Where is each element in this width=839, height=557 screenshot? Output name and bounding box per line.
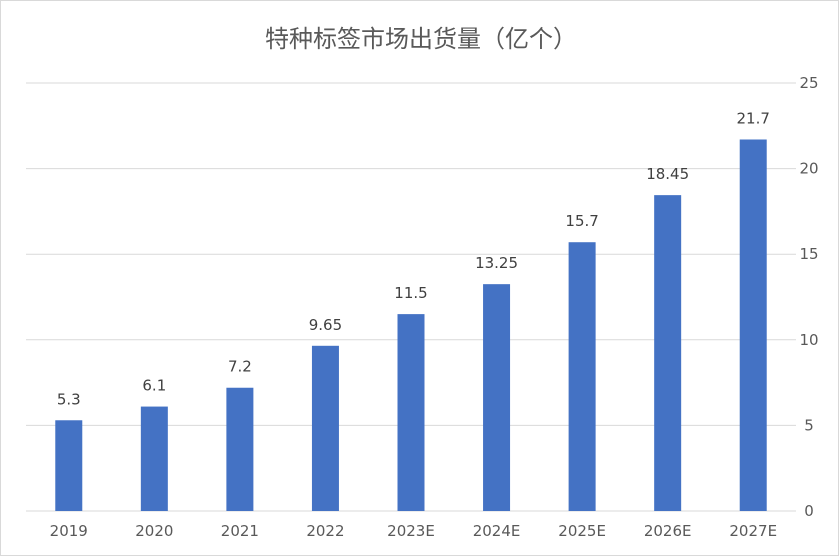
x-tick-label: 2027E <box>729 522 777 540</box>
bar-2027E <box>739 139 767 511</box>
bar-2023E <box>397 314 425 511</box>
bar-2024E <box>483 284 511 511</box>
data-labels: 5.3 6.1 7.2 9.65 11.5 13.25 15.7 18.45 21.7 <box>57 109 770 408</box>
data-label: 13.25 <box>475 254 518 272</box>
x-tick-label: 2023E <box>387 522 435 540</box>
data-label: 9.65 <box>309 316 342 334</box>
data-label: 21.7 <box>737 109 770 127</box>
y-tick-label: 5 <box>804 416 814 434</box>
y-tick-label: 10 <box>799 331 818 349</box>
chart-title: 特种标签市场出货量（亿个） <box>265 25 577 53</box>
bar-2021 <box>226 387 254 511</box>
data-label: 15.7 <box>565 212 598 230</box>
x-axis-ticks: 2019 2020 2021 2022 2023E 2024E 2025E 2026E 2027… <box>50 522 777 540</box>
bar-2020 <box>140 406 168 511</box>
x-tick-label: 2020 <box>135 522 173 540</box>
y-tick-label: 0 <box>804 502 814 520</box>
bar-2026E <box>654 195 682 512</box>
x-tick-label: 2021 <box>221 522 259 540</box>
x-tick-label: 2024E <box>473 522 521 540</box>
x-tick-label: 2022 <box>306 522 344 540</box>
data-label: 7.2 <box>228 358 252 376</box>
y-tick-label: 15 <box>799 245 818 263</box>
bar-2019 <box>55 420 83 511</box>
bars <box>55 139 767 512</box>
data-label: 6.1 <box>142 377 166 395</box>
data-label: 11.5 <box>394 284 427 302</box>
y-axis-ticks: 0 5 10 15 20 25 <box>799 74 818 520</box>
x-tick-label: 2026E <box>644 522 692 540</box>
data-label: 5.3 <box>57 390 81 408</box>
x-tick-label: 2025E <box>558 522 606 540</box>
y-tick-label: 20 <box>799 160 818 178</box>
bar-2025E <box>568 242 596 511</box>
x-tick-label: 2019 <box>50 522 88 540</box>
bar-2022 <box>311 345 339 511</box>
data-label: 18.45 <box>646 165 689 183</box>
y-tick-label: 25 <box>799 74 818 92</box>
